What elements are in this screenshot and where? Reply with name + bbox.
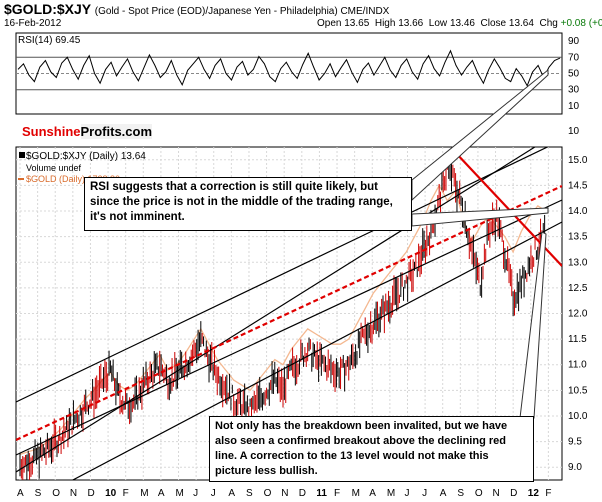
x-tick-label: J — [404, 488, 409, 499]
chart-date: 16-Feb-2012 — [4, 18, 62, 29]
price-tick-label: 12.0 — [568, 309, 588, 320]
x-tick-label: 12 — [528, 488, 540, 499]
red-support-trendline — [16, 185, 562, 441]
x-tick-label: S — [246, 488, 253, 499]
x-tick-label: J — [422, 488, 427, 499]
rsi-tick-label: 30 — [568, 85, 580, 96]
x-tick-label: 10 — [105, 488, 117, 499]
rsi-pointer — [411, 68, 549, 202]
breakout-annotation: Not only has the breakdown been invalite… — [209, 416, 534, 482]
x-tick-label: M — [140, 488, 148, 499]
rsi-tick-label: 50 — [568, 69, 580, 80]
low-value: 13.46 — [449, 18, 475, 29]
chart-title: $GOLD:$XJY (Gold - Spot Price (EOD)/Japa… — [4, 1, 389, 17]
price-tick-label: 13.0 — [568, 257, 588, 268]
trend-channel-line — [16, 147, 549, 403]
price-tick-label: 10.0 — [568, 411, 588, 422]
gold-legend: $GOLD (Daily) 1728.80 — [26, 174, 120, 184]
x-tick-label: F — [545, 488, 551, 499]
price-legend-swatch — [19, 152, 25, 158]
x-tick-label: N — [281, 488, 288, 499]
price-tick-label: 9.5 — [568, 437, 582, 448]
x-tick-label: N — [493, 488, 500, 499]
price-plot-area — [16, 147, 562, 480]
x-tick-label: A — [17, 488, 24, 499]
price-tick-label: 11.0 — [568, 360, 587, 371]
price-legend-main: $GOLD:$XJY (Daily) 13.64 — [26, 151, 146, 162]
price-tick-label: 13.5 — [568, 232, 588, 243]
rsi-series-line — [17, 49, 561, 87]
ohlc-readout: Open 13.65 High 13.66 Low 13.46 Close 13… — [317, 18, 602, 29]
trend-channel-line — [16, 147, 536, 473]
volume-legend: Volume undef — [26, 163, 82, 173]
x-tick-label: F — [123, 488, 129, 499]
x-tick-label: M — [176, 488, 184, 499]
price-tick-label: 10.5 — [568, 385, 588, 396]
symbol-description: (Gold - Spot Price (EOD)/Japanese Yen - … — [94, 6, 390, 17]
rsi-legend: RSI(14) 69.45 — [18, 35, 81, 46]
x-tick-label: F — [334, 488, 340, 499]
price-tick-label: 11.5 — [568, 334, 587, 345]
x-tick-label: O — [264, 488, 272, 499]
price-tick-label: 12.5 — [568, 283, 588, 294]
rsi-tick-label: 90 — [568, 36, 580, 47]
range-pointer — [411, 207, 549, 227]
logo: SunshineProfits.com — [22, 124, 153, 139]
rsi-tick-label: 70 — [568, 52, 580, 63]
x-tick-label: 11 — [316, 488, 327, 499]
x-tick-label: N — [70, 488, 77, 499]
x-tick-label: D — [87, 488, 94, 499]
price-tick-label: 15.0 — [568, 155, 588, 166]
rsi-tick-label: 10 — [568, 126, 580, 137]
high-value: 13.66 — [398, 18, 424, 29]
x-tick-label: S — [457, 488, 464, 499]
x-tick-label: D — [299, 488, 306, 499]
x-tick-label: S — [35, 488, 42, 499]
x-tick-label: M — [387, 488, 395, 499]
x-tick-label: A — [158, 488, 165, 499]
trend-channel-line — [71, 221, 562, 480]
x-tick-label: J — [193, 488, 198, 499]
x-tick-label: O — [52, 488, 60, 499]
trend-channel-line — [16, 199, 562, 456]
x-tick-label: M — [352, 488, 360, 499]
symbol-label: $GOLD:$XJY — [4, 1, 91, 17]
x-tick-label: A — [440, 488, 447, 499]
x-tick-label: A — [369, 488, 376, 499]
rsi-tick-label: 10 — [568, 101, 580, 112]
x-tick-label: J — [211, 488, 216, 499]
price-tick-label: 9.0 — [568, 462, 582, 473]
x-tick-label: D — [510, 488, 517, 499]
close-value: 13.64 — [508, 18, 534, 29]
price-tick-label: 14.5 — [568, 180, 588, 191]
x-tick-label: A — [228, 488, 235, 499]
open-value: 13.65 — [344, 18, 370, 29]
rsi-annotation: RSI suggests that a correction is still … — [84, 177, 412, 231]
price-tick-label: 14.0 — [568, 206, 588, 217]
x-tick-label: O — [475, 488, 483, 499]
change-value: +0.08 (+0.58%) — [560, 18, 602, 29]
